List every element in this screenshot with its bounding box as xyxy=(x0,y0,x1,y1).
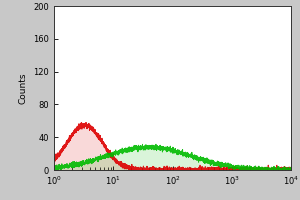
Y-axis label: Counts: Counts xyxy=(19,72,28,104)
